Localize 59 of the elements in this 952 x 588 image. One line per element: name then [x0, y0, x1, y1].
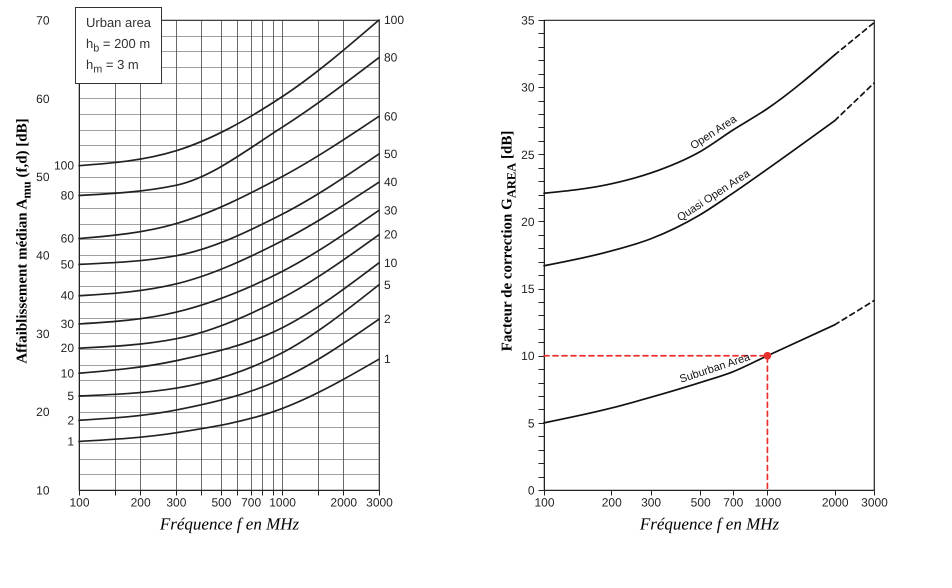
x-tick-label: 300: [641, 496, 662, 510]
text: Open Area: [688, 112, 740, 152]
y-tick-label: 30: [36, 326, 50, 341]
y-tick-label: 60: [36, 92, 50, 106]
text: 30: [60, 316, 74, 331]
x-tick-label: 200: [130, 496, 151, 510]
annotation: h$_{m}$ = 3 m: [86, 56, 140, 77]
series-label: 80: [384, 50, 398, 65]
y-tick-label: 10: [521, 349, 535, 364]
x-tick-label: 100: [534, 496, 555, 510]
x-tick-label: 500: [690, 496, 711, 510]
text: 50: [60, 257, 74, 272]
x-tick-label: 700: [723, 496, 744, 510]
y-tick-label: 15: [521, 282, 535, 296]
text: 10: [60, 366, 74, 380]
text: 100: [54, 158, 74, 173]
text: 1: [67, 434, 74, 448]
x-tick-label: 2000: [822, 496, 849, 510]
x-tick-label: 1000: [754, 496, 782, 510]
x-tick-label: 300: [166, 496, 187, 510]
series-label: 40: [384, 175, 398, 190]
y-tick-label: 20: [521, 214, 535, 229]
series-label: 20: [384, 228, 398, 242]
series-label: 60: [384, 109, 398, 124]
x-tick-label: 200: [602, 496, 622, 510]
series-label: 10: [384, 256, 398, 270]
x-tick-label: 100: [69, 496, 90, 510]
y-tick-label: 30: [521, 80, 535, 95]
y-tick-label: 25: [521, 148, 535, 162]
annotation: Urban area: [86, 14, 152, 32]
y-tick-label: 5: [528, 416, 535, 430]
text: 80: [60, 188, 74, 202]
x-tick-label: 700: [241, 496, 262, 510]
series-label: 30: [384, 203, 398, 218]
y-tick-label: 50: [36, 170, 50, 184]
series-label: 5: [384, 278, 391, 292]
y-tick-label: 0: [528, 484, 535, 498]
y-tick-label: 10: [36, 484, 50, 498]
text: 20: [60, 341, 74, 356]
text: 40: [60, 288, 74, 303]
y-tick-label: 40: [36, 248, 50, 262]
x-tick-label: 1000: [269, 496, 296, 510]
text: 60: [60, 232, 74, 246]
series-label: 100: [384, 13, 404, 27]
text: 5: [67, 389, 74, 403]
annotation: h$_{b}$ = 200 m: [86, 34, 152, 56]
series-label: 1: [384, 352, 391, 366]
x-tick-label: 500: [211, 496, 232, 510]
x-tick-label: 3000: [861, 496, 888, 510]
y-tick-label: 35: [521, 14, 535, 28]
series-label: 50: [384, 146, 398, 161]
text: 2: [67, 413, 74, 428]
x-tick-label: 2000: [330, 496, 358, 510]
series-label: 2: [384, 312, 391, 326]
x-axis-title: Fréquence f en MHz: [158, 514, 300, 534]
x-axis-title: Fréquence f en MHz: [638, 514, 780, 534]
y-tick-label: 70: [36, 14, 50, 28]
x-tick-label: 3000: [366, 496, 394, 510]
y-tick-label: 20: [36, 405, 50, 420]
